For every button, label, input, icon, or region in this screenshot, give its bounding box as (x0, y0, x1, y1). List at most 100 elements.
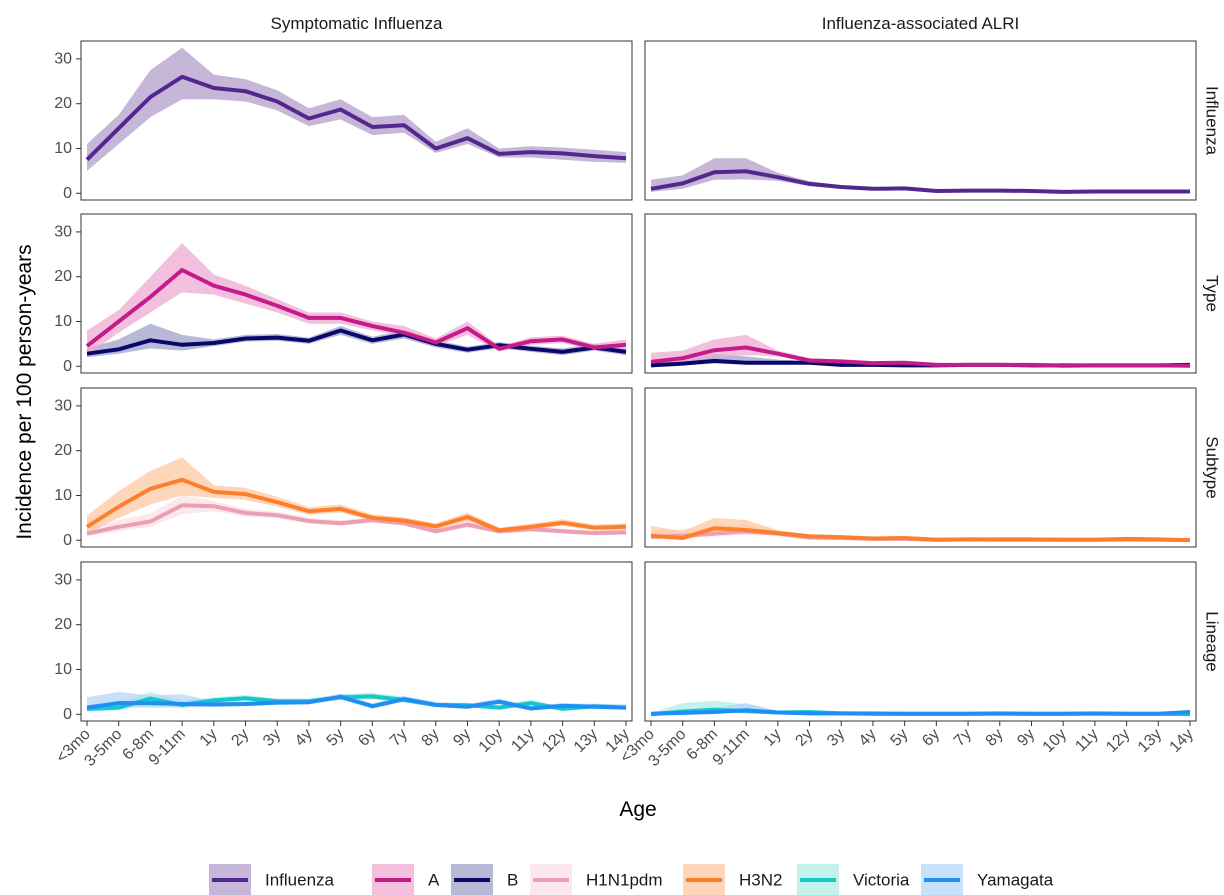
x-tick-label: 5y (324, 726, 348, 750)
x-axis-title: Age (619, 798, 656, 821)
panel-influenza-influenza-associated-alri (644, 40, 1197, 201)
panel-background (645, 562, 1196, 721)
series-line-influenza (85, 74, 627, 162)
x-tick-label: 13y (1135, 726, 1165, 756)
x-tick-label: 11y (508, 726, 537, 755)
panel-border (644, 213, 1197, 374)
legend-item-yamagata: Yamagata (921, 864, 1054, 895)
panel-border (80, 561, 633, 722)
ci-ribbon-h1n1pdm (87, 495, 626, 537)
legend-label: Influenza (265, 871, 335, 890)
x-tick-label: 8y (419, 726, 443, 750)
legend-label: B (507, 871, 518, 890)
series-line-yamagata (650, 708, 1191, 716)
x-tick-label: 1y (761, 726, 785, 750)
x-tick-label: 12y (1103, 726, 1133, 756)
ci-ribbon-b (87, 323, 626, 358)
panel-border (644, 387, 1197, 548)
x-tick-label: 10y (476, 726, 506, 756)
y-tick-label: 30 (54, 50, 72, 67)
row-strip-influenza: Influenza (1203, 86, 1222, 156)
panel-border (80, 213, 633, 374)
x-tick-label: 5y (888, 726, 912, 750)
x-tick-label: 3y (824, 726, 848, 750)
panel-border (644, 40, 1197, 201)
legend-label: A (428, 871, 440, 890)
panel-subtype-influenza-associated-alri (644, 387, 1197, 548)
y-tick-label: 0 (63, 185, 72, 202)
series-line-a (650, 345, 1191, 368)
x-tick-label: 9-11m (710, 726, 753, 769)
x-tick-label: 9-11m (146, 726, 189, 769)
series-line-yamagata (86, 694, 627, 711)
legend-label: H3N2 (739, 871, 782, 890)
legend-label: H1N1pdm (586, 871, 663, 890)
x-tick-label: 10y (1040, 726, 1070, 756)
legend-label: Victoria (853, 871, 910, 890)
x-tick-label: 8y (983, 726, 1007, 750)
legend-item-h1n1pdm: H1N1pdm (530, 864, 663, 895)
y-tick-label: 30 (54, 571, 72, 588)
y-tick-label: 20 (54, 616, 72, 633)
x-tick-label: 6y (919, 726, 943, 750)
x-tick-label: 13y (571, 726, 601, 756)
x-tick-label: 14y (1167, 726, 1197, 756)
panel-influenza-symptomatic-influenza: 0 10 20 30 (54, 40, 633, 202)
y-tick-label: 0 (63, 532, 72, 549)
y-tick-label: 10 (54, 487, 72, 504)
panel-border (80, 387, 633, 548)
y-axis-title: Incidence per 100 person-years (13, 244, 36, 539)
x-tick-label: 3y (260, 726, 284, 750)
y-tick-label: 10 (54, 313, 72, 330)
panels-layer: Symptomatic Influenza Influenza-associate… (53, 14, 1221, 770)
series-line-a (85, 268, 627, 351)
x-tick-label: 9y (1014, 726, 1038, 750)
y-tick-label: 10 (54, 140, 72, 157)
x-tick-label: 6y (355, 726, 379, 750)
column-title-symptomatic-influenza: Symptomatic Influenza (271, 14, 444, 33)
column-title-influenza-associated-alri: Influenza-associated ALRI (822, 14, 1020, 33)
panel-type-influenza-associated-alri (644, 213, 1197, 374)
legend-item-victoria: Victoria (797, 864, 910, 895)
y-tick-label: 10 (54, 661, 72, 678)
legend-item-a: A (372, 864, 440, 895)
x-tick-label: 9y (450, 726, 474, 750)
y-tick-label: 20 (54, 442, 72, 459)
series-line-influenza (650, 169, 1190, 194)
legend-item-influenza: Influenza (209, 864, 335, 895)
x-tick-label: 4y (856, 726, 880, 750)
panel-type-symptomatic-influenza: 0 10 20 30 (54, 213, 633, 375)
y-tick-label: 0 (63, 706, 72, 723)
legend-item-h3n2: H3N2 (683, 864, 782, 895)
x-tick-label: 12y (539, 726, 569, 756)
y-tick-label: 20 (54, 95, 72, 112)
legend-label: Yamagata (977, 871, 1054, 890)
series-line-h3n2 (650, 526, 1191, 543)
x-tick-label: 1y (197, 726, 221, 750)
legend: Influenza A B H1N1pdm H3N2 Victoria Yamagata (209, 864, 1054, 895)
row-strip-subtype: Subtype (1203, 436, 1222, 498)
series-line-b (86, 328, 627, 356)
y-tick-label: 30 (54, 397, 72, 414)
x-tick-label: 7y (951, 726, 975, 750)
panel-border (644, 561, 1197, 722)
x-tick-label: 2y (228, 726, 252, 750)
series-line-h3n2 (85, 477, 627, 533)
legend-item-b: B (451, 864, 518, 895)
x-tick-label: 4y (292, 726, 316, 750)
panel-subtype-symptomatic-influenza: 0 10 20 30 (54, 387, 633, 549)
x-tick-label: 2y (792, 726, 816, 750)
row-strip-type: Type (1203, 275, 1222, 312)
ci-ribbon-influenza (87, 47, 626, 171)
x-tick-label: 7y (387, 726, 411, 750)
panel-border (80, 40, 633, 201)
y-tick-label: 0 (63, 358, 72, 375)
series-line-h1n1pdm (86, 503, 627, 536)
y-tick-label: 20 (54, 268, 72, 285)
ci-ribbon-a (87, 243, 626, 356)
x-tick-label: 11y (1072, 726, 1101, 755)
y-tick-label: 30 (54, 223, 72, 240)
